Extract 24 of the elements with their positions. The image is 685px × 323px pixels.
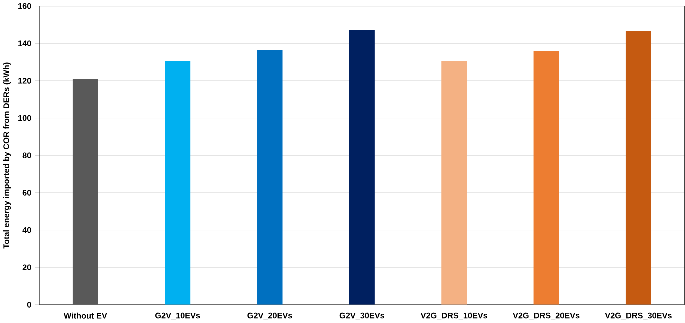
x-tick-label: G2V_30EVs [340, 312, 385, 320]
y-axis-title: Total energy imported by COR from DERs (kWh) [3, 62, 12, 249]
bar [349, 30, 375, 305]
y-tick-label: 60 [22, 190, 32, 196]
y-tick-label: 20 [22, 264, 32, 271]
x-tick-label: V2G_DRS_20EVs [513, 312, 580, 320]
x-tick-label: G2V_20EVs [248, 312, 292, 320]
x-tick-label: Without EV [64, 312, 108, 319]
y-tick-label: 100 [18, 115, 32, 122]
y-tick-label: 160 [18, 3, 32, 10]
y-tick-label: 120 [18, 78, 32, 84]
bar [257, 50, 283, 305]
bar [72, 79, 98, 305]
bar [626, 32, 652, 305]
y-tick-label: 40 [22, 227, 32, 234]
x-tick-label: G2V_10EVs [156, 312, 200, 320]
bar [165, 61, 191, 305]
bar [442, 61, 468, 305]
y-tick-label: 140 [18, 40, 32, 47]
y-tick-label: 80 [22, 152, 32, 159]
x-tick-label: V2G_DRS_30EVs [605, 312, 672, 320]
bar [534, 51, 560, 305]
x-tick-label: V2G_DRS_10EVs [420, 312, 488, 320]
y-tick-label: 0 [27, 302, 32, 308]
